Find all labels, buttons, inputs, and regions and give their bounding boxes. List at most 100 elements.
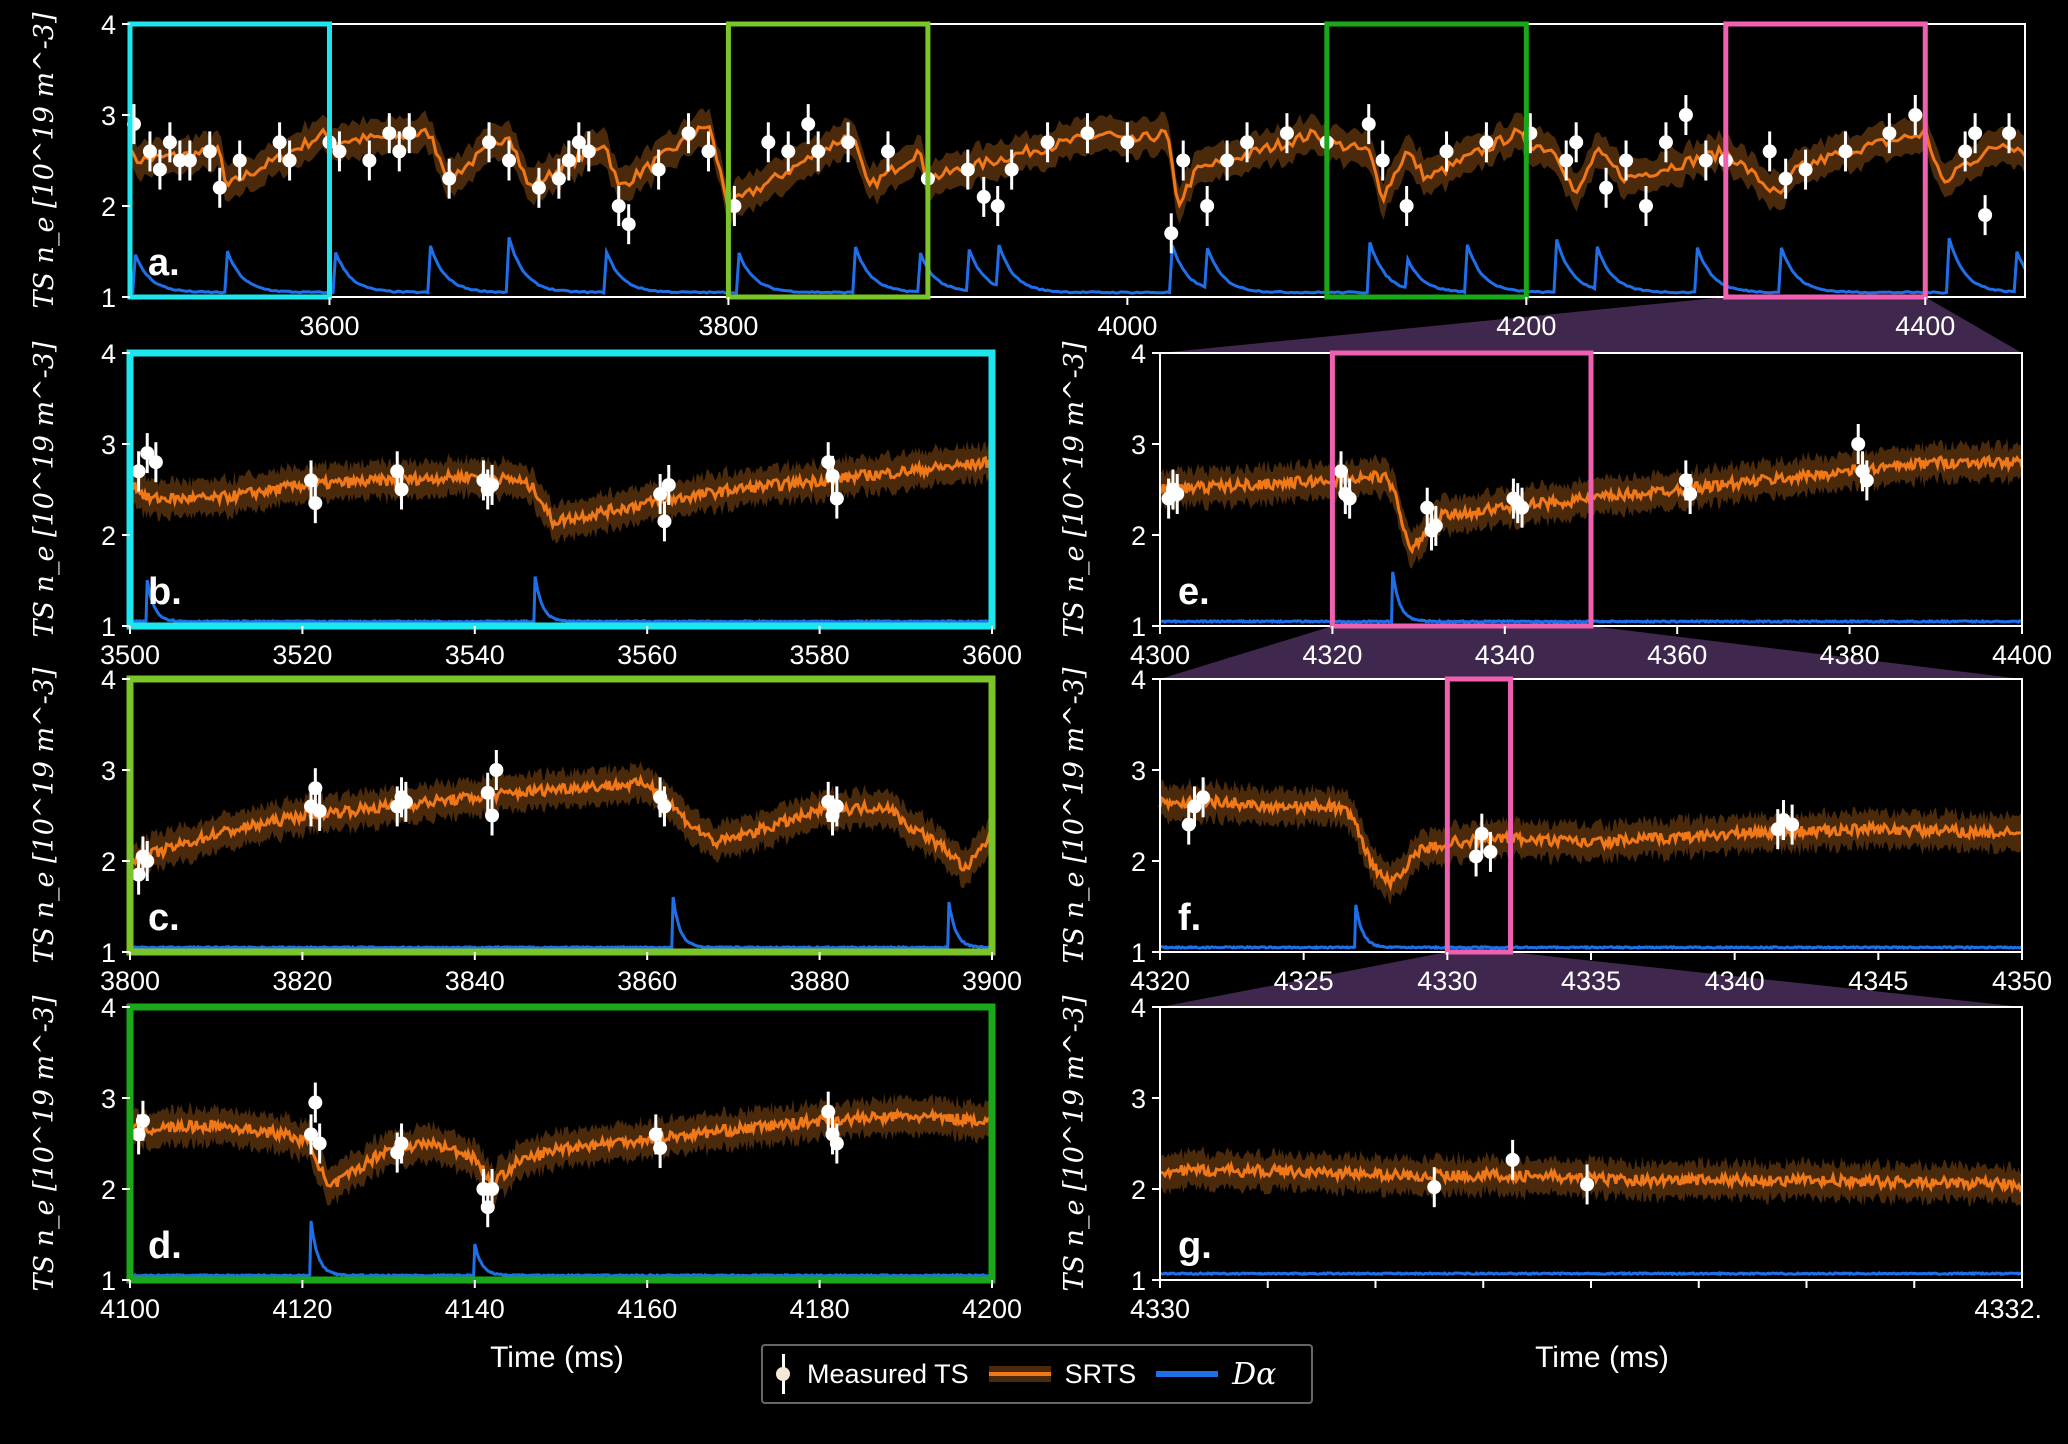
y-tick-label: 3 bbox=[101, 101, 116, 131]
panels: 1 2 3 4 3600 3800 4000 4200 4400 a. TS n_e [10^19 … bbox=[29, 10, 2052, 1324]
ts-point bbox=[1220, 153, 1235, 168]
ts-point bbox=[581, 144, 596, 159]
panel-b: 1 2 3 4 3500 3520 3540 3560 3580 3600 b. TS n_e [10… bbox=[29, 339, 1022, 670]
panel-f: 1 2 3 4 4320 4325 4330 4335 4340 4345 4350 f. TS n_e… bbox=[1059, 665, 2052, 996]
ts-point bbox=[332, 144, 347, 159]
axes-frame bbox=[126, 1003, 996, 1284]
x-tick-label: 3800 bbox=[698, 311, 758, 341]
d-alpha-line bbox=[129, 576, 992, 625]
panel-c: 1 2 3 4 3800 3820 3840 3860 3880 3900 c. TS n_e [10… bbox=[29, 665, 1022, 996]
y-tick-label: 1 bbox=[101, 612, 116, 642]
x-tick-label: 3840 bbox=[445, 966, 505, 996]
ts-point bbox=[829, 491, 844, 506]
ts-point bbox=[990, 199, 1005, 213]
ts-point bbox=[1798, 162, 1813, 177]
y-tick-label: 4 bbox=[1131, 339, 1146, 369]
ts-point bbox=[1120, 135, 1135, 150]
x-tick-label: 3900 bbox=[962, 966, 1022, 996]
ts-point bbox=[1658, 135, 1673, 150]
zoom-region-box bbox=[1324, 21, 1529, 300]
d-alpha-line bbox=[1159, 904, 2023, 951]
y-axis-title: TS n_e [10^19 m^-3] bbox=[29, 667, 60, 964]
x-tick-label: 3540 bbox=[445, 640, 505, 670]
ts-point bbox=[1978, 208, 1993, 223]
ts-point bbox=[1187, 799, 1202, 814]
ts-point bbox=[382, 126, 397, 141]
x-tick-label: 3600 bbox=[299, 311, 359, 341]
ts-point bbox=[653, 1141, 668, 1156]
ts-point bbox=[402, 126, 417, 141]
ts-point bbox=[1181, 817, 1196, 832]
ts-point bbox=[140, 446, 155, 461]
y-tick-label: 2 bbox=[101, 192, 116, 222]
x-tick-label: 4330 bbox=[1130, 1294, 1190, 1324]
y-tick-label: 4 bbox=[1131, 665, 1146, 695]
panel-label: g. bbox=[1178, 1225, 1212, 1267]
ts-point bbox=[1882, 126, 1897, 141]
ts-point bbox=[308, 496, 323, 511]
y-tick-label: 4 bbox=[101, 665, 116, 695]
ts-point bbox=[162, 135, 177, 150]
y-tick-label: 4 bbox=[1131, 993, 1146, 1023]
srts-line bbox=[128, 1107, 994, 1190]
x-tick-label: 4320 bbox=[1302, 640, 1362, 670]
ts-point bbox=[681, 126, 696, 141]
ts-point bbox=[1569, 135, 1584, 150]
y-tick-label: 2 bbox=[1131, 521, 1146, 551]
x-tick-label: 3820 bbox=[272, 966, 332, 996]
srts-line bbox=[128, 455, 994, 531]
ts-point bbox=[392, 144, 407, 159]
ts-point bbox=[1427, 1180, 1442, 1195]
ts-point bbox=[1515, 500, 1530, 515]
ts-point bbox=[661, 477, 676, 492]
y-tick-label: 3 bbox=[101, 756, 116, 786]
panel-label: b. bbox=[148, 571, 182, 613]
y-tick-label: 1 bbox=[1131, 1266, 1146, 1296]
srts-line bbox=[1158, 793, 2023, 892]
d-alpha-line bbox=[129, 896, 992, 951]
ts-point bbox=[1483, 844, 1498, 859]
ts-point bbox=[611, 199, 626, 213]
axes-frame bbox=[126, 675, 996, 956]
ts-point bbox=[2002, 126, 2017, 141]
y-tick-label: 2 bbox=[1131, 1175, 1146, 1205]
ts-point bbox=[1004, 162, 1019, 177]
y-axis-title: TS n_e [10^19 m^-3] bbox=[1059, 341, 1090, 638]
ts-point bbox=[657, 799, 672, 814]
x-tick-label: 4332. bbox=[1974, 1294, 2042, 1324]
ts-point bbox=[362, 153, 377, 168]
ts-point bbox=[282, 153, 297, 168]
panel-label: a. bbox=[148, 242, 180, 284]
measured-ts-marker-icon bbox=[773, 1354, 793, 1394]
x-axis-title-right: Time (ms) bbox=[1535, 1341, 1669, 1374]
ts-point bbox=[551, 171, 566, 186]
ts-point bbox=[485, 808, 500, 823]
ts-point bbox=[312, 803, 327, 818]
ts-point bbox=[1040, 135, 1055, 150]
legend-item-d-alpha: Dα bbox=[1156, 1357, 1276, 1392]
legend-item-measured-ts: Measured TS bbox=[773, 1354, 969, 1394]
ts-point bbox=[801, 117, 816, 132]
srts-line-icon bbox=[988, 1366, 1051, 1382]
x-tick-label: 4325 bbox=[1274, 966, 1334, 996]
y-axis-title: TS n_e [10^19 m^-3] bbox=[29, 995, 60, 1292]
y-tick-label: 1 bbox=[101, 938, 116, 968]
zoom-connector-f bbox=[1160, 626, 2022, 679]
srts-line bbox=[1159, 1160, 2024, 1195]
ts-point bbox=[761, 135, 776, 150]
x-tick-label: 3860 bbox=[617, 966, 677, 996]
ts-point bbox=[1778, 171, 1793, 186]
ts-point bbox=[312, 1136, 327, 1151]
x-tick-label: 3520 bbox=[272, 640, 332, 670]
ts-point bbox=[182, 153, 197, 168]
d-alpha-line bbox=[129, 236, 2027, 296]
y-tick-label: 2 bbox=[101, 847, 116, 877]
d-alpha-line bbox=[1159, 1270, 2023, 1277]
y-tick-label: 1 bbox=[101, 1266, 116, 1296]
ts-point bbox=[202, 144, 217, 159]
ts-point bbox=[304, 1127, 319, 1142]
ts-point bbox=[653, 487, 668, 502]
y-axis-title: TS n_e [10^19 m^-3] bbox=[29, 341, 60, 638]
ts-point bbox=[1399, 199, 1414, 213]
zoom-region-box bbox=[725, 21, 931, 300]
